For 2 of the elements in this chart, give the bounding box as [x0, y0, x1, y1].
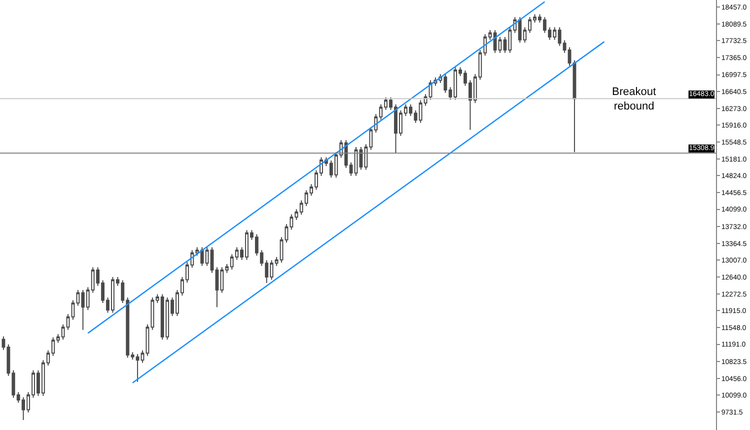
candlestick: [572, 60, 576, 153]
annotation: Breakout rebound: [612, 86, 656, 112]
